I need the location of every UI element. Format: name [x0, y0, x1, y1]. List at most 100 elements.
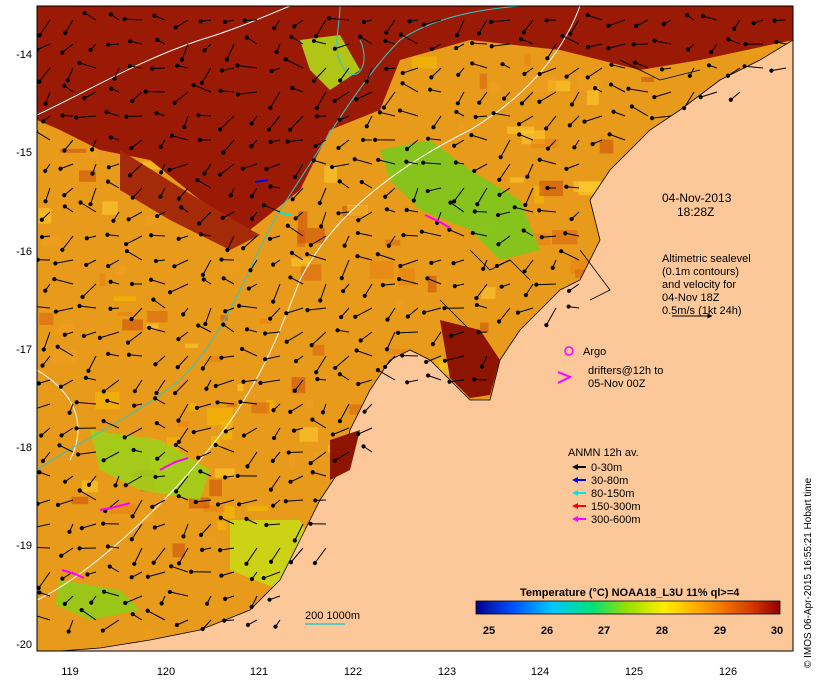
velocity-arrow-head — [338, 78, 343, 83]
velocity-arrow-head — [88, 47, 93, 53]
velocity-arrow — [449, 379, 465, 383]
velocity-arrow — [125, 595, 143, 604]
sst-patch — [291, 257, 310, 267]
velocity-arrow-head — [586, 45, 591, 50]
velocity-arrow — [319, 187, 327, 204]
velocity-arrow — [220, 90, 235, 93]
velocity-arrow-head — [411, 198, 416, 203]
velocity-arrow-head — [40, 458, 46, 464]
velocity-arrow-head — [176, 196, 181, 201]
velocity-arrow — [128, 354, 143, 357]
velocity-arrow-head — [685, 13, 690, 18]
velocity-arrow-head — [155, 213, 160, 219]
velocity-arrow — [147, 610, 166, 621]
colorbar-tick: 30 — [771, 625, 783, 637]
velocity-arrow-head — [397, 276, 402, 282]
velocity-arrow-head — [567, 123, 572, 128]
velocity-arrow-head — [494, 263, 500, 269]
sst-patch — [89, 147, 100, 160]
velocity-arrow-head — [425, 276, 430, 281]
velocity-arrow — [316, 91, 327, 109]
velocity-arrow-head — [52, 277, 57, 282]
depth-class-arrowhead — [572, 464, 578, 470]
sealevel-contours — [37, 6, 581, 601]
velocity-arrow-head — [266, 127, 272, 132]
velocity-arrow-head — [244, 327, 250, 332]
velocity-arrow — [61, 235, 74, 251]
velocity-arrow-head — [442, 358, 448, 363]
velocity-arrow-head — [288, 560, 294, 565]
velocity-arrow-head — [470, 40, 475, 46]
credit-text: © IMOS 06-Apr-2015 16:55:21 Hobart time — [803, 477, 814, 668]
velocity-arrow-head — [375, 252, 380, 257]
velocity-arrow-head — [127, 173, 133, 178]
velocity-arrow-head — [57, 443, 62, 448]
velocity-arrow-head — [496, 212, 501, 218]
velocity-arrow — [76, 401, 97, 405]
velocity-arrow — [588, 43, 603, 48]
sst-patch — [209, 356, 223, 363]
velocity-arrow — [744, 65, 764, 69]
velocity-arrow — [84, 12, 97, 21]
velocity-arrow — [178, 187, 189, 199]
velocity-arrow-head — [181, 312, 186, 317]
sst-patch — [479, 322, 489, 333]
velocity-arrow-head — [194, 405, 200, 410]
velocity-arrow — [433, 115, 442, 128]
velocity-arrow-head — [264, 166, 269, 172]
sst-patch — [489, 82, 501, 93]
velocity-arrow — [181, 43, 189, 60]
velocity-arrow-head — [82, 10, 87, 16]
sst-patch — [305, 399, 314, 409]
sst-patch — [641, 77, 654, 82]
velocity-arrow — [268, 115, 281, 130]
velocity-arrow-head — [337, 372, 342, 377]
velocity-arrow — [132, 499, 143, 517]
velocity-arrow-head — [123, 483, 128, 488]
velocity-arrow — [518, 115, 534, 125]
sst-patch — [411, 56, 438, 69]
velocity-arrow — [221, 355, 235, 359]
velocity-arrow-head — [319, 224, 324, 229]
velocity-arrow — [471, 134, 488, 141]
velocity-arrow-head — [197, 137, 203, 143]
velocity-arrow-head — [222, 618, 227, 623]
velocity-arrow-head — [219, 573, 224, 578]
velocity-arrow-head — [313, 498, 318, 503]
velocity-arrow — [237, 64, 258, 69]
velocity-arrow — [99, 331, 120, 339]
velocity-arrow — [290, 276, 304, 285]
velocity-arrow-head — [352, 157, 357, 162]
velocity-arrow — [364, 283, 373, 297]
velocity-arrow-head — [221, 322, 226, 327]
velocity-arrow-head — [284, 311, 289, 316]
map-time: 18:28Z — [677, 205, 714, 219]
velocity-arrow-head — [249, 144, 254, 149]
velocity-arrow-head — [248, 268, 253, 273]
cool-water-patch-2 — [300, 35, 360, 90]
lon-tick: 119 — [61, 666, 79, 678]
velocity-arrow-head — [268, 559, 274, 564]
velocity-arrow-head — [67, 529, 72, 534]
velocity-arrow — [356, 350, 373, 357]
velocity-arrow — [338, 139, 350, 149]
velocity-arrow-head — [218, 548, 223, 553]
velocity-arrow — [57, 346, 74, 357]
velocity-arrow-head — [376, 157, 381, 162]
velocity-arrow-head — [314, 114, 320, 119]
velocity-arrow-head — [337, 179, 342, 184]
velocity-arrow-head — [481, 266, 486, 271]
velocity-arrow-head — [40, 363, 45, 368]
velocity-arrow — [315, 355, 327, 373]
velocity-arrow — [174, 91, 189, 104]
velocity-arrow — [198, 325, 212, 333]
velocity-arrow — [541, 235, 557, 238]
velocity-arrow — [202, 355, 212, 369]
sst-patch — [177, 421, 189, 427]
velocity-arrow-head — [354, 348, 359, 353]
velocity-arrow — [357, 232, 373, 237]
velocity-arrow — [81, 523, 97, 529]
lon-tick: 123 — [438, 666, 456, 678]
sst-patch — [214, 468, 235, 478]
velocity-arrow-head — [339, 314, 344, 320]
